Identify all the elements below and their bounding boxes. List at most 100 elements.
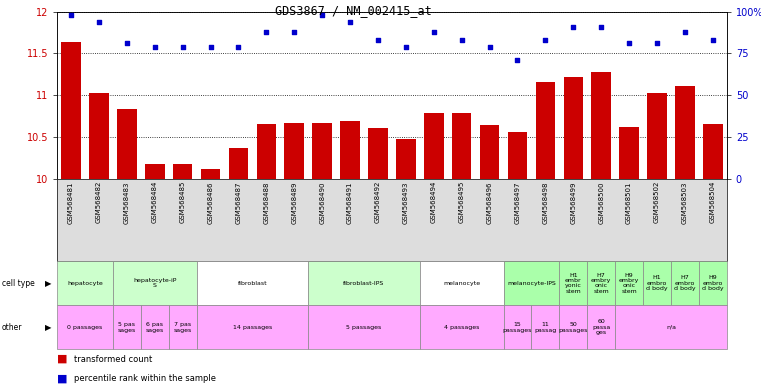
Text: GSM568500: GSM568500 <box>598 181 604 223</box>
Text: GSM568491: GSM568491 <box>347 181 353 223</box>
Point <box>232 43 244 50</box>
Bar <box>619 127 638 384</box>
Point <box>288 28 301 35</box>
Text: GSM568490: GSM568490 <box>319 181 325 223</box>
Text: 0 passages: 0 passages <box>68 325 103 330</box>
Bar <box>587 305 615 349</box>
Text: GSM568481: GSM568481 <box>68 181 74 223</box>
Point <box>540 37 552 43</box>
Text: melanocyte: melanocyte <box>443 281 480 286</box>
Bar <box>615 305 727 349</box>
Text: other: other <box>2 323 22 332</box>
Text: 11
passag: 11 passag <box>534 322 556 333</box>
Text: H9
embry
onic
stem: H9 embry onic stem <box>619 273 639 294</box>
Text: hepatocyte-iP
S: hepatocyte-iP S <box>133 278 177 288</box>
Text: GSM568483: GSM568483 <box>124 181 130 223</box>
Point <box>65 12 77 18</box>
Text: GSM568484: GSM568484 <box>151 181 158 223</box>
Point <box>400 43 412 50</box>
Text: melanocyte-IPS: melanocyte-IPS <box>507 281 556 286</box>
Text: fibroblast-IPS: fibroblast-IPS <box>343 281 384 286</box>
Text: 6 pas
sages: 6 pas sages <box>145 322 164 333</box>
Bar <box>256 124 276 384</box>
Point <box>316 12 328 18</box>
Bar <box>228 148 248 384</box>
Text: 14 passages: 14 passages <box>233 325 272 330</box>
Point <box>428 28 440 35</box>
Bar <box>699 261 727 305</box>
Bar <box>196 261 308 305</box>
Text: GSM568504: GSM568504 <box>710 181 716 223</box>
Text: GDS3867 / NM_002415_at: GDS3867 / NM_002415_at <box>275 4 432 17</box>
Text: n/a: n/a <box>666 325 676 330</box>
Point <box>623 40 635 46</box>
Bar <box>169 305 196 349</box>
Text: 5 pas
sages: 5 pas sages <box>118 322 136 333</box>
Bar <box>145 164 164 384</box>
Bar <box>57 305 113 349</box>
Bar <box>420 305 504 349</box>
Text: GSM568502: GSM568502 <box>654 181 660 223</box>
Bar <box>671 261 699 305</box>
Bar <box>61 42 81 384</box>
Text: GSM568487: GSM568487 <box>235 181 241 223</box>
Text: ▶: ▶ <box>45 279 51 288</box>
Point <box>93 18 105 25</box>
Text: GSM568503: GSM568503 <box>682 181 688 223</box>
Bar <box>113 261 196 305</box>
Bar <box>57 261 113 305</box>
Text: GSM568482: GSM568482 <box>96 181 102 223</box>
Point <box>679 28 691 35</box>
Text: 15
passages: 15 passages <box>503 322 532 333</box>
Bar <box>285 122 304 384</box>
Text: fibroblast: fibroblast <box>237 281 267 286</box>
Text: cell type: cell type <box>2 279 34 288</box>
Bar <box>559 305 587 349</box>
Text: ■: ■ <box>57 373 68 383</box>
Text: GSM568494: GSM568494 <box>431 181 437 223</box>
Bar <box>452 113 471 384</box>
Bar <box>675 86 695 384</box>
Text: GSM568489: GSM568489 <box>291 181 298 223</box>
Bar <box>563 77 583 384</box>
Bar <box>615 261 643 305</box>
Text: 60
passa
ges: 60 passa ges <box>592 319 610 335</box>
Text: H7
embro
d body: H7 embro d body <box>674 275 696 291</box>
Text: GSM568492: GSM568492 <box>375 181 381 223</box>
Point <box>595 23 607 30</box>
Text: GSM568495: GSM568495 <box>459 181 465 223</box>
Bar <box>89 93 109 384</box>
Text: GSM568497: GSM568497 <box>514 181 521 223</box>
Text: transformed count: transformed count <box>74 354 152 364</box>
Text: GSM568498: GSM568498 <box>543 181 549 223</box>
Bar <box>368 127 387 384</box>
Text: H1
embro
d body: H1 embro d body <box>646 275 668 291</box>
Bar <box>643 261 671 305</box>
Text: GSM568496: GSM568496 <box>486 181 492 223</box>
Text: GSM568486: GSM568486 <box>208 181 214 223</box>
Point <box>148 43 161 50</box>
Bar <box>504 261 559 305</box>
Bar <box>536 82 555 384</box>
Bar <box>308 261 420 305</box>
Text: hepatocyte: hepatocyte <box>67 281 103 286</box>
Bar <box>508 132 527 384</box>
Bar <box>647 93 667 384</box>
Text: H9
embro
d body: H9 embro d body <box>702 275 724 291</box>
Bar <box>703 124 722 384</box>
Text: GSM568499: GSM568499 <box>570 181 576 223</box>
Bar <box>141 305 169 349</box>
Point <box>456 37 468 43</box>
Point <box>651 40 663 46</box>
Bar <box>504 305 531 349</box>
Bar <box>117 109 136 384</box>
Text: 4 passages: 4 passages <box>444 325 479 330</box>
Text: GSM568488: GSM568488 <box>263 181 269 223</box>
Bar <box>420 261 504 305</box>
Point <box>121 40 133 46</box>
Bar <box>312 122 332 384</box>
Bar <box>340 121 360 384</box>
Text: 5 passages: 5 passages <box>346 325 381 330</box>
Point <box>205 43 217 50</box>
Point <box>567 23 579 30</box>
